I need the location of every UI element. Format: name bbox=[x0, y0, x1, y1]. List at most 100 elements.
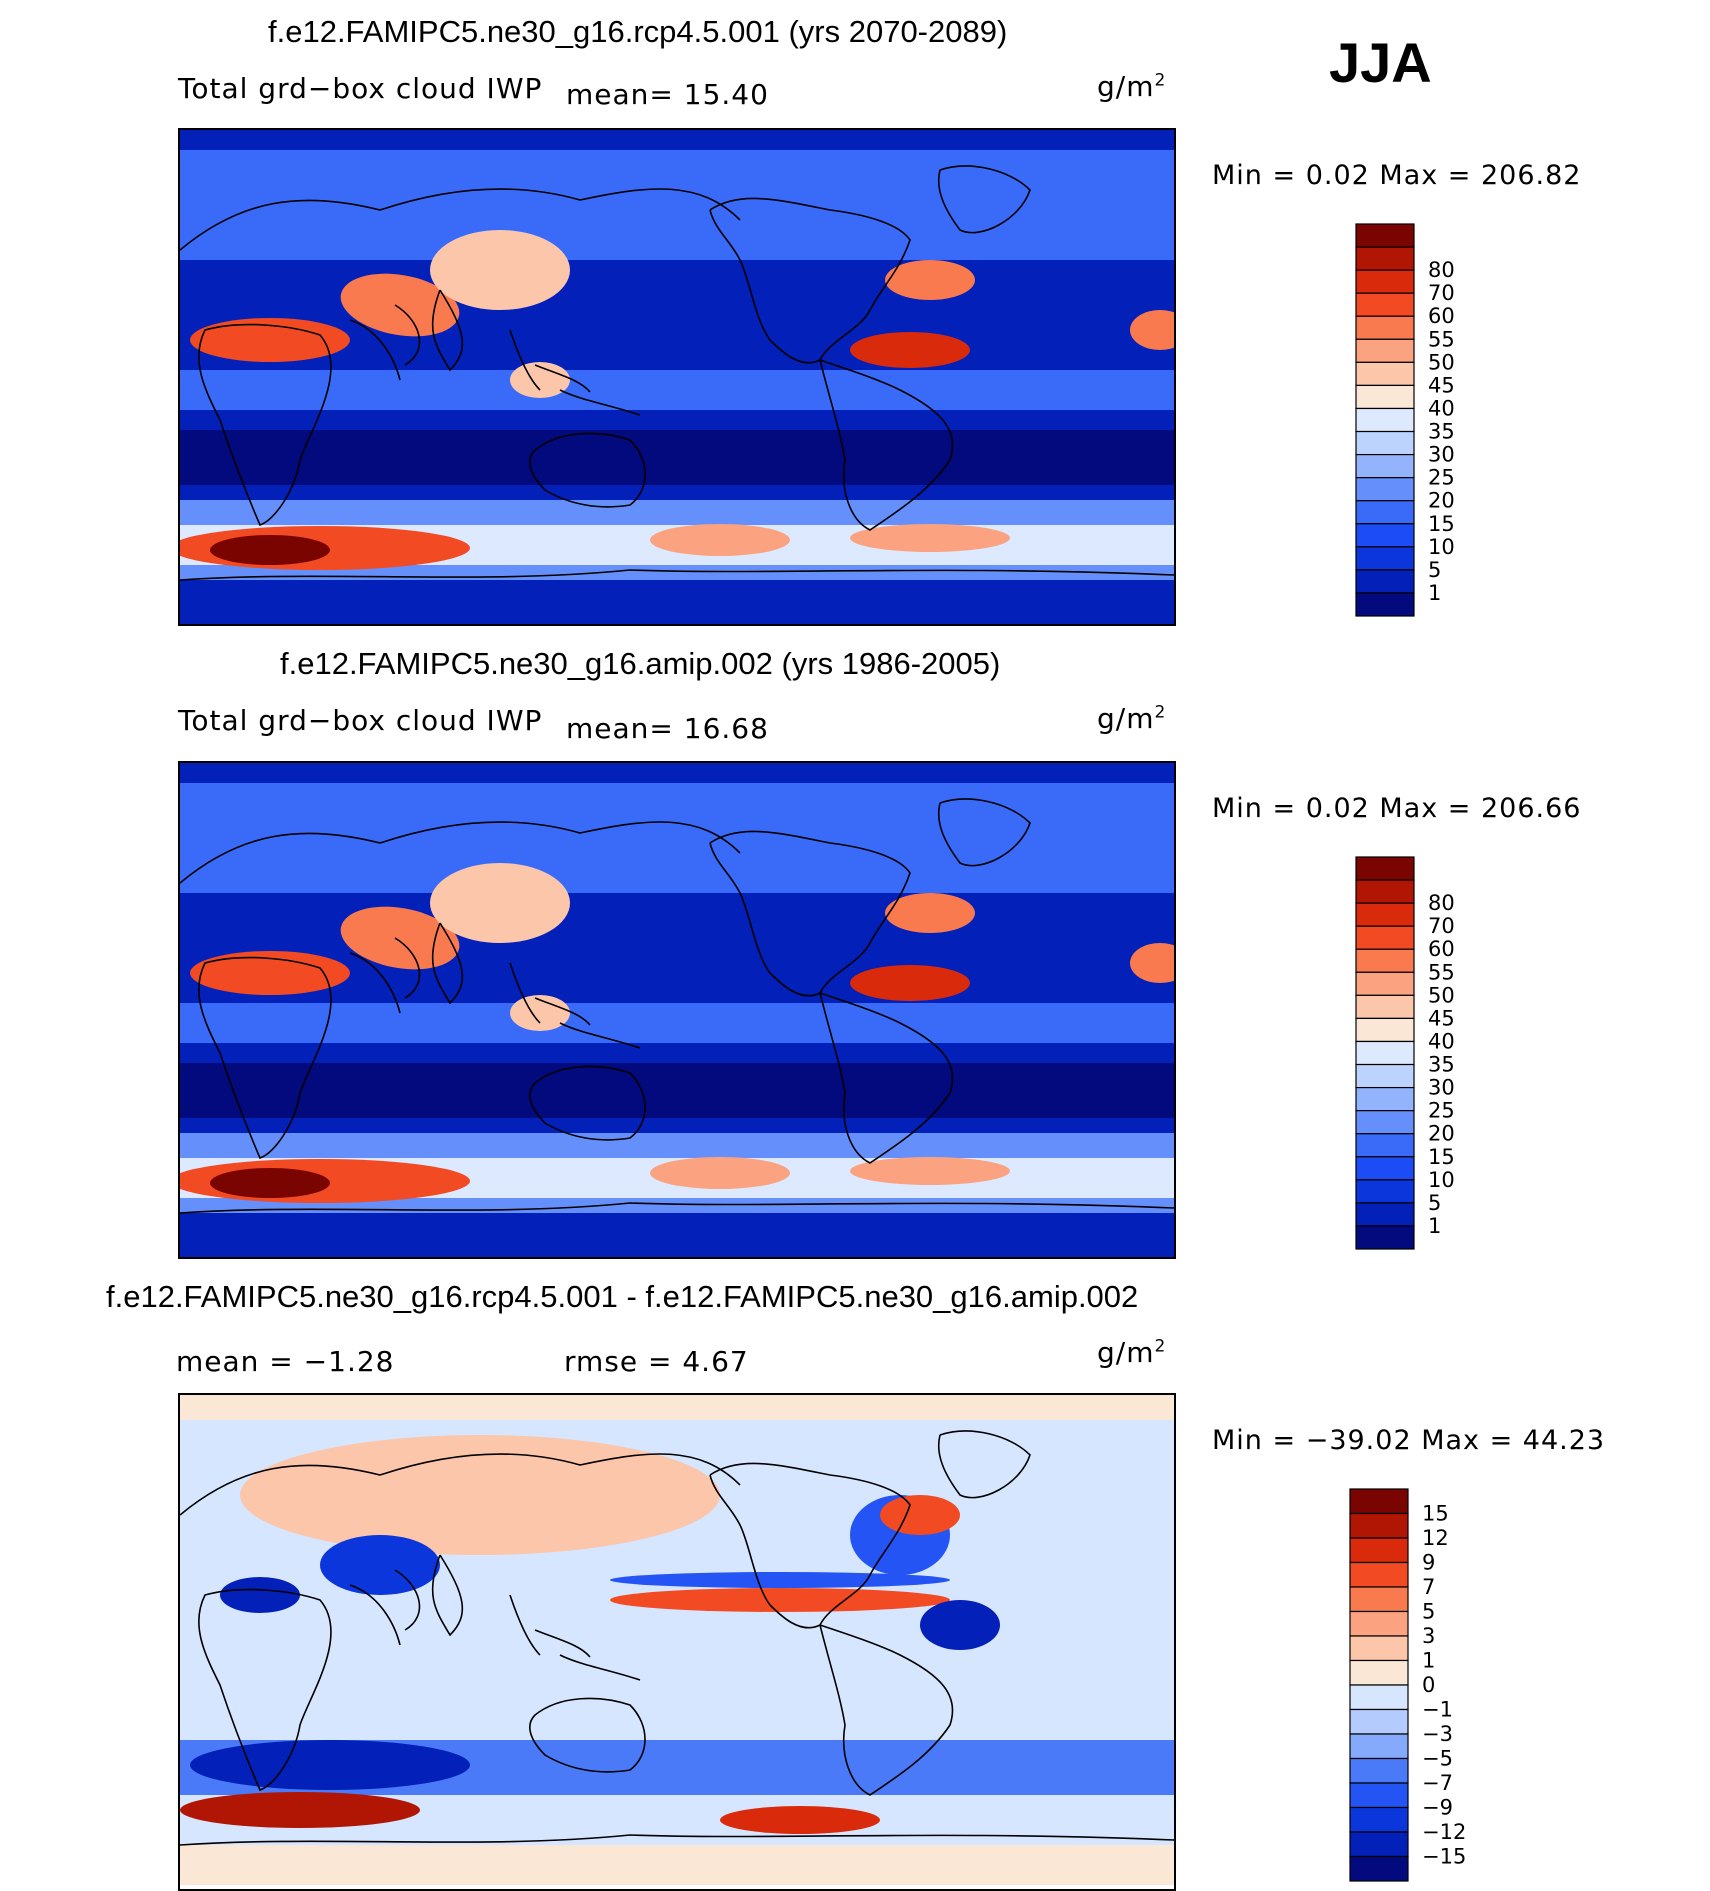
panel3-title: f.e12.FAMIPC5.ne30_g16.rcp4.5.001 - f.e1… bbox=[106, 1279, 1139, 1314]
map2-coastline bbox=[180, 1202, 1174, 1214]
colorbar2-tick-label: 35 bbox=[1428, 1053, 1455, 1077]
colorbar2-tick-label: 40 bbox=[1428, 1029, 1455, 1053]
colorbar3-tick-label: 5 bbox=[1422, 1600, 1435, 1624]
colorbar2-box bbox=[1355, 971, 1415, 996]
colorbar1-tick-label: 60 bbox=[1428, 304, 1455, 328]
map2-coastline bbox=[937, 798, 1031, 867]
map1-coastline bbox=[180, 188, 741, 251]
map3-coastline bbox=[529, 1697, 646, 1773]
panel1-variable: Total grd−box cloud IWP bbox=[178, 72, 543, 105]
panel1-colorbar: 1 5 10 15 20 25 30 35 40 45 50 55 60 70 80 bbox=[1355, 223, 1476, 621]
colorbar3-tick-label: −7 bbox=[1422, 1771, 1453, 1795]
colorbar2-box bbox=[1355, 1040, 1415, 1066]
colorbar2-box bbox=[1355, 1156, 1415, 1181]
colorbar1-tick-label: 15 bbox=[1428, 512, 1455, 536]
map3-coastline bbox=[819, 1624, 954, 1796]
colorbar3-box bbox=[1349, 1512, 1409, 1539]
colorbar1-tick-label: 5 bbox=[1428, 558, 1441, 582]
colorbar3-box bbox=[1349, 1635, 1409, 1662]
map3-india-negative bbox=[320, 1535, 440, 1595]
map3-coastline bbox=[509, 1594, 641, 1681]
map1-central-america-max bbox=[850, 332, 970, 368]
colorbar2-box bbox=[1355, 948, 1415, 973]
panel1-map bbox=[178, 128, 1176, 626]
colorbar2-box bbox=[1355, 879, 1415, 904]
map3-amazon-negative bbox=[920, 1600, 1000, 1650]
panel2-variable: Total grd−box cloud IWP bbox=[178, 704, 543, 737]
colorbar1-box bbox=[1355, 384, 1415, 410]
map1-north-america-east-max bbox=[885, 260, 975, 300]
colorbar2-tick-label: 5 bbox=[1428, 1191, 1441, 1215]
colorbar2-tick-label: 1 bbox=[1428, 1214, 1441, 1238]
colorbar1-box bbox=[1355, 407, 1415, 433]
colorbar1-box bbox=[1355, 500, 1415, 525]
map2-sahel-max bbox=[190, 951, 350, 995]
colorbar2-tick-label: 70 bbox=[1428, 914, 1455, 938]
colorbar2-box bbox=[1355, 994, 1415, 1020]
colorbar3-box bbox=[1349, 1537, 1409, 1564]
colorbar1-tick-label: 80 bbox=[1428, 258, 1455, 282]
map1-coastline bbox=[529, 432, 646, 508]
panel1-units: g/m2 bbox=[1097, 70, 1167, 103]
colorbar2-box bbox=[1355, 1110, 1415, 1135]
colorbar3-tick-label: 3 bbox=[1422, 1624, 1435, 1648]
colorbar1-tick-label: 35 bbox=[1428, 420, 1455, 444]
colorbar1-tick-label: 1 bbox=[1428, 581, 1441, 605]
map2-southern-ocean-peak bbox=[210, 1168, 330, 1198]
panel3-colorbar: −15 −12 −9 −7 −5 −3 −1 0 1 3 5 7 9 12 15 bbox=[1349, 1488, 1470, 1886]
colorbar3-box bbox=[1349, 1684, 1409, 1711]
map3-coastline bbox=[198, 1588, 332, 1791]
map3-east-us-positive bbox=[880, 1495, 960, 1535]
colorbar2-tick-label: 80 bbox=[1428, 891, 1455, 915]
colorbar1-tick-label: 10 bbox=[1428, 535, 1455, 559]
map2-coastline bbox=[509, 962, 641, 1049]
colorbar3-tick-label: 9 bbox=[1422, 1551, 1435, 1575]
map2-maritime-continent bbox=[510, 995, 570, 1031]
colorbar1-tick-label: 20 bbox=[1428, 489, 1455, 513]
colorbar1-tick-label: 25 bbox=[1428, 466, 1455, 490]
map2-india-monsoon bbox=[340, 906, 460, 970]
colorbar1-box bbox=[1355, 569, 1415, 594]
map2-atlantic-edge-max bbox=[1130, 943, 1174, 983]
colorbar2-tick-label: 25 bbox=[1428, 1099, 1455, 1123]
colorbar3-tick-label: 0 bbox=[1422, 1673, 1435, 1697]
panel3-mean: mean = −1.28 bbox=[176, 1345, 395, 1378]
colorbar1-box bbox=[1355, 292, 1415, 317]
colorbar1-box bbox=[1355, 523, 1415, 548]
map1-south-pacific-max bbox=[650, 524, 790, 556]
colorbar1-box bbox=[1355, 477, 1415, 502]
map1-india-monsoon bbox=[340, 273, 460, 337]
panel3-map bbox=[178, 1393, 1176, 1891]
map2-coastline bbox=[529, 1065, 646, 1141]
colorbar1-tick-label: 45 bbox=[1428, 373, 1455, 397]
panel2-colorbar: 1 5 10 15 20 25 30 35 40 45 50 55 60 70 80 bbox=[1355, 856, 1476, 1254]
colorbar3-tick-label: −12 bbox=[1422, 1820, 1466, 1844]
colorbar1-tick-label: 55 bbox=[1428, 327, 1455, 351]
colorbar3-box bbox=[1349, 1806, 1409, 1833]
colorbar2-tick-label: 55 bbox=[1428, 960, 1455, 984]
map1-northern-midlat-band bbox=[180, 150, 1174, 260]
map1-coastline bbox=[937, 165, 1031, 234]
colorbar1-box bbox=[1355, 269, 1415, 294]
colorbar1-tick-label: 70 bbox=[1428, 281, 1455, 305]
colorbar2-tick-label: 45 bbox=[1428, 1006, 1455, 1030]
map1-coastline bbox=[819, 359, 954, 531]
colorbar1-box bbox=[1355, 592, 1415, 617]
panel1-min-max: Min = 0.02 Max = 206.82 bbox=[1212, 160, 1582, 191]
panel1-title: f.e12.FAMIPC5.ne30_g16.rcp4.5.001 (yrs 2… bbox=[268, 14, 1008, 49]
colorbar2-box bbox=[1355, 1202, 1415, 1227]
colorbar3-box bbox=[1349, 1561, 1409, 1588]
colorbar3-tick-label: 1 bbox=[1422, 1649, 1435, 1673]
colorbar2-box bbox=[1355, 925, 1415, 950]
map1-coastline bbox=[349, 289, 464, 381]
colorbar3-tick-label: −1 bbox=[1422, 1698, 1453, 1722]
colorbar3-tick-label: 12 bbox=[1422, 1526, 1449, 1550]
map2-south-atlantic-max bbox=[850, 1157, 1010, 1185]
map1-east-asia-max bbox=[430, 230, 570, 310]
colorbar3-tick-label: −9 bbox=[1422, 1796, 1453, 1820]
map2-coastline bbox=[180, 821, 741, 884]
map2-south-pacific-max bbox=[650, 1157, 790, 1189]
colorbar1-box bbox=[1355, 338, 1415, 363]
panel2-min-max: Min = 0.02 Max = 206.66 bbox=[1212, 793, 1582, 824]
colorbar2-box bbox=[1355, 1179, 1415, 1204]
